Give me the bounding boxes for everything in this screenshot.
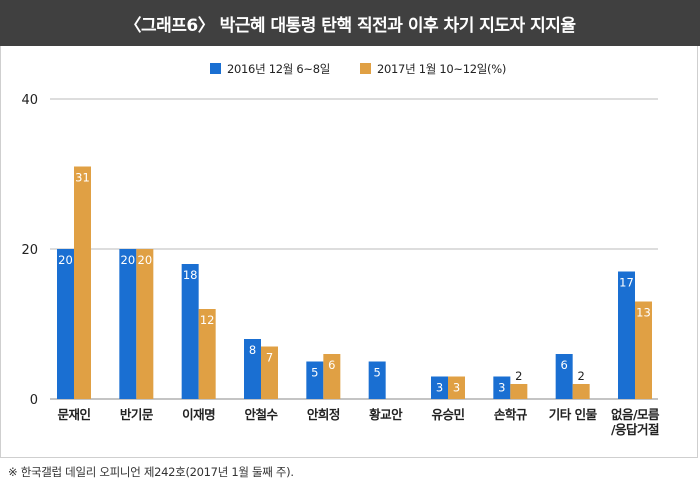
bar (323, 354, 341, 399)
x-tick-label: /응답거절 (611, 422, 659, 437)
bar (572, 384, 590, 399)
x-tick-label: 이재명 (182, 407, 215, 422)
data-label: 13 (636, 306, 651, 320)
data-label: 6 (561, 358, 568, 372)
x-tick-label: 기타 인물 (549, 407, 598, 422)
bar (493, 376, 511, 399)
bar (74, 166, 91, 399)
chart-frame (0, 46, 698, 458)
bar (261, 346, 278, 399)
data-label: 6 (328, 358, 335, 372)
legend-swatch (360, 63, 371, 74)
bar (431, 376, 448, 399)
legend-label: 2016년 12월 6~8일 (227, 62, 330, 76)
bar (448, 376, 465, 399)
data-label: 5 (374, 366, 381, 380)
y-tick-label: 0 (30, 393, 38, 408)
x-tick-label: 안철수 (244, 407, 278, 422)
bar-chart: 0 20 40 2016년 12월 6~8일 2017년 1월 10~12일(%) 20 3… (21, 62, 660, 437)
bar (181, 264, 199, 399)
data-label: 18 (183, 268, 198, 282)
legend-label: 2017년 1월 10~12일(%) (377, 62, 506, 76)
bar (618, 271, 635, 399)
data-label: 2 (515, 369, 522, 383)
bar (136, 249, 154, 399)
x-tick-label: 황교안 (369, 407, 403, 422)
legend-swatch (210, 63, 221, 74)
x-tick-label: 반기문 (120, 407, 154, 422)
data-label: 3 (453, 381, 460, 395)
bar (244, 339, 261, 399)
data-label: 3 (436, 381, 443, 395)
x-tick-label: 문재인 (57, 407, 90, 422)
bar (555, 354, 573, 399)
data-label: 7 (266, 351, 273, 365)
y-tick-label: 40 (21, 93, 38, 108)
bar (306, 361, 324, 399)
bar (510, 384, 528, 399)
data-label: 31 (75, 171, 90, 185)
chart-title: 〈그래프6〉 박근혜 대통령 탄핵 직전과 이후 차기 지도자 지지율 (124, 15, 576, 36)
footnote: ※ 한국갤럽 데일리 오피니언 제242호(2017년 1월 둘째 주). (8, 465, 294, 479)
data-label: 20 (138, 253, 153, 267)
x-tick-label: 안희정 (307, 407, 340, 422)
x-tick-label: 없음/모름 (611, 407, 660, 422)
bar (635, 301, 652, 399)
data-label: 5 (311, 366, 318, 380)
x-tick-label: 손학규 (494, 407, 528, 422)
bar (57, 249, 74, 399)
data-label: 2 (578, 369, 585, 383)
data-label: 17 (619, 276, 634, 290)
data-label: 20 (58, 253, 73, 267)
data-label: 20 (121, 253, 136, 267)
data-label: 3 (498, 381, 505, 395)
bar (368, 361, 386, 399)
x-tick-label: 유승민 (431, 407, 464, 422)
chart-header: 〈그래프6〉 박근혜 대통령 탄핵 직전과 이후 차기 지도자 지지율 (0, 0, 700, 46)
y-tick-label: 20 (21, 243, 38, 258)
data-label: 12 (200, 313, 215, 327)
bar (198, 309, 216, 399)
data-label: 8 (249, 343, 256, 357)
bar (119, 249, 137, 399)
